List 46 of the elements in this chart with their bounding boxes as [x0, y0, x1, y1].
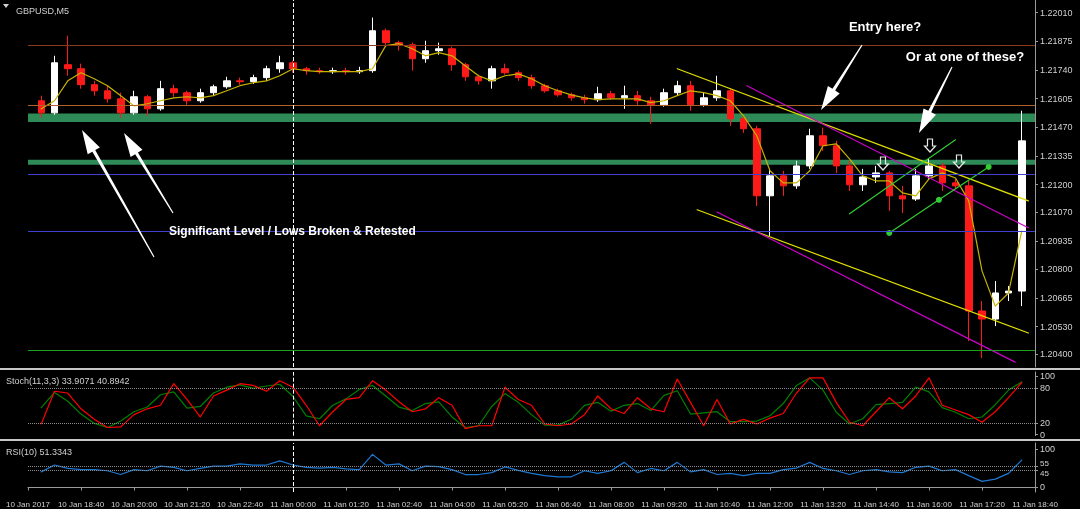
y-tick-label: 1.20935: [1040, 235, 1073, 246]
x-tick-label: 10 Jan 21:20: [163, 499, 211, 509]
x-tick-label: 11 Jan 02:40: [376, 499, 423, 509]
annotation: Entry here?: [848, 18, 922, 34]
y-tick-label: 20: [1040, 417, 1051, 428]
y-tick-label: 1.21740: [1040, 65, 1073, 76]
x-tick-label: 10 Jan 2017: [5, 499, 51, 509]
x-tick-label: 11 Jan 14:40: [853, 499, 900, 509]
chart-title: RSI(10) 51.3343: [6, 446, 73, 457]
chart-title: Stoch(11,3,3) 33.9071 40.8942: [6, 375, 130, 386]
y-tick-label: 1.21070: [1040, 207, 1073, 218]
y-tick-label: 1.21470: [1040, 122, 1073, 133]
x-tick-label: 11 Jan 01:20: [323, 499, 370, 509]
y-tick-label: 1.22010: [1040, 7, 1073, 18]
x-tick-label: 10 Jan 18:40: [57, 499, 105, 509]
y-tick-label: 1.21335: [1040, 150, 1073, 161]
x-tick-label: 11 Jan 13:20: [800, 499, 847, 509]
x-tick-label: 11 Jan 16:00: [906, 499, 953, 509]
y-tick-label: 1.21605: [1040, 93, 1073, 104]
y-tick-label: 0: [1040, 429, 1046, 440]
y-tick-label: 80: [1040, 382, 1051, 393]
x-tick-label: 10 Jan 20:00: [110, 499, 158, 509]
y-tick-label: 55: [1040, 458, 1050, 468]
x-tick-label: 11 Jan 00:00: [270, 499, 317, 509]
x-tick-label: 11 Jan 05:20: [482, 499, 529, 509]
x-tick-label: 11 Jan 12:00: [747, 499, 794, 509]
x-tick-label: 11 Jan 06:40: [535, 499, 582, 509]
y-tick-label: 1.20400: [1040, 349, 1073, 360]
y-tick-label: 1.20665: [1040, 293, 1073, 304]
y-tick-label: 0: [1040, 482, 1046, 493]
text: GBPUSD,M5: [16, 5, 70, 16]
y-tick-label: 1.20800: [1040, 264, 1073, 275]
x-tick-label: 11 Jan 04:00: [429, 499, 476, 509]
x-tick-label: 11 Jan 09:20: [641, 499, 688, 509]
y-tick-label: 1.20530: [1040, 321, 1073, 332]
y-tick-label: 100: [1040, 444, 1056, 455]
x-tick-label: 10 Jan 22:40: [216, 499, 264, 509]
x-tick-label: 11 Jan 10:40: [694, 499, 741, 509]
x-tick-label: 11 Jan 18:40: [1012, 499, 1059, 509]
y-tick-label: 1.21875: [1040, 36, 1073, 47]
y-tick-label: 45: [1040, 469, 1050, 479]
y-tick-label: 1.21200: [1040, 179, 1073, 190]
x-tick-label: 11 Jan 17:20: [959, 499, 1006, 509]
y-tick-label: 100: [1040, 371, 1056, 382]
x-tick-label: 11 Jan 08:00: [588, 499, 635, 509]
annotation: Or at one of these?: [905, 48, 1025, 64]
